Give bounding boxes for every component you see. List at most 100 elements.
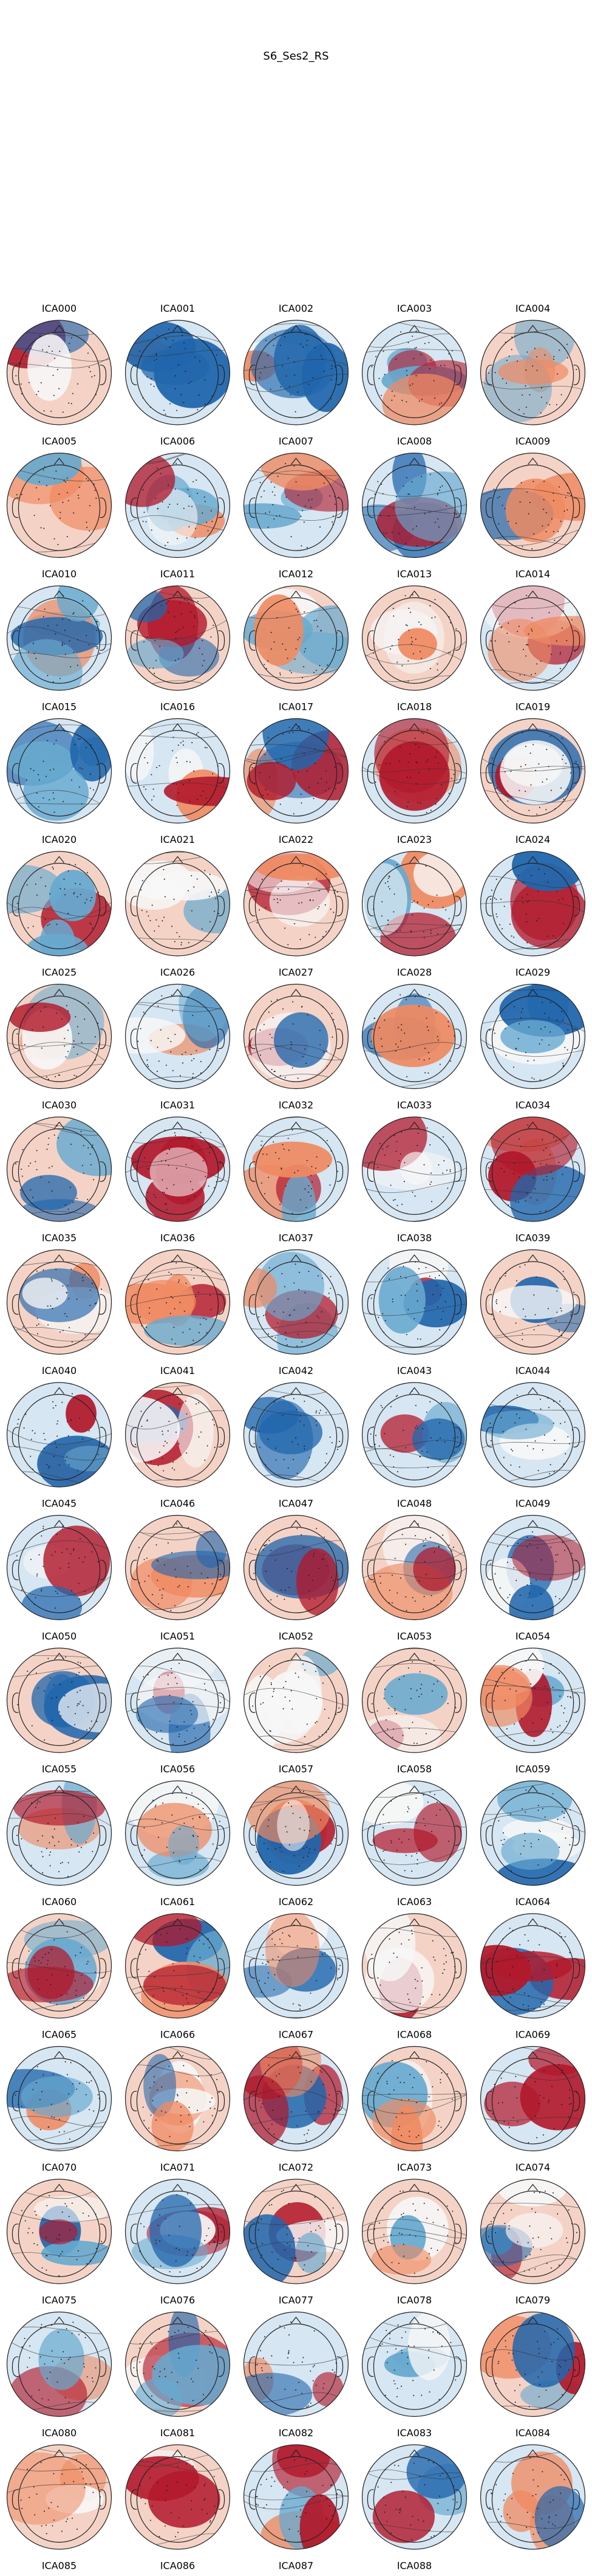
right-ear-marker [100,2489,107,2510]
left-ear-marker [130,630,137,651]
topomap-title: ICA069 [515,2029,550,2041]
skull-outline [491,2456,574,2543]
topomap-title: ICA003 [397,303,432,314]
skull-outline [254,597,338,684]
topomap-ica067: ICA067 [243,2029,349,2152]
right-ear-marker [573,630,580,651]
topomap-ica032: ICA032 [243,1099,349,1222]
right-ear-marker [573,2356,580,2377]
left-ear-marker [248,630,256,651]
nose-marker [528,2051,538,2058]
topomap-field [243,984,349,1089]
left-ear-marker [130,1559,137,1581]
skull-outline [254,1128,338,1215]
left-ear-marker [485,2356,492,2377]
topomap-title: ICA067 [279,2029,313,2041]
nose-marker [291,2183,301,2191]
topomap-title: ICA078 [397,2295,432,2306]
head-outline [124,2444,231,2550]
head-outline [124,2311,231,2417]
skull-outline [254,1925,338,2012]
right-ear-marker [218,763,225,784]
nose-marker [54,989,64,996]
head-outline [480,1116,586,1222]
head-outline [480,983,586,1090]
nose-marker [528,590,538,598]
topomap-field [7,718,112,823]
topomap-title: ICA027 [279,967,313,978]
nose-marker [291,2317,301,2324]
head-outline [124,2045,231,2152]
topomap-title: ICA026 [160,967,195,978]
left-ear-marker [248,2224,256,2244]
skull-outline [18,1792,101,1879]
topomap-ica015: ICA015 [6,701,112,824]
nose-marker [291,1520,301,1527]
topomap-field [480,718,585,823]
topomap-title: ICA062 [279,1896,313,1908]
nose-marker [172,2449,183,2457]
left-ear-marker [12,497,19,518]
right-ear-marker [218,896,225,916]
topomap-field [243,1382,349,1487]
topomap-title: ICA074 [515,2162,550,2173]
right-ear-marker [218,2090,225,2112]
skull-outline [373,1527,456,1613]
topomap-field [243,586,349,690]
nose-marker [291,458,301,465]
nose-marker [172,856,183,864]
right-ear-marker [218,1161,225,1182]
left-ear-marker [367,1559,374,1581]
nose-marker [172,1254,183,1262]
skull-outline [373,2058,456,2145]
topomap-ica054: ICA054 [480,1630,586,1753]
topomap-title: ICA052 [279,1630,313,1642]
head-outline [6,2179,112,2284]
head-outline [243,851,349,957]
topomap-field [480,984,585,1089]
topomap-ica047: ICA047 [243,1498,349,1621]
head-outline [480,1249,586,1355]
head-outline [243,1913,349,2019]
topomap-field [7,1382,112,1487]
topomap-title: ICA042 [279,1365,313,1376]
right-ear-marker [100,1825,107,1846]
right-ear-marker [336,1825,344,1846]
nose-marker [54,1652,64,1660]
topomap-ica041: ICA041 [124,1365,231,1488]
topomap-title: ICA041 [160,1365,195,1376]
topomap-ica024: ICA024 [480,834,586,957]
topomap-field [125,2312,230,2417]
topomap-title: ICA029 [515,967,550,978]
skull-outline [18,730,101,817]
head-outline [243,2045,349,2152]
topomap-ica027: ICA027 [243,967,349,1090]
nose-marker [172,590,183,598]
head-outline [361,585,468,691]
skull-outline [18,1659,101,1747]
left-ear-marker [485,497,492,518]
topomap-field [125,1117,230,1221]
left-ear-marker [12,365,19,385]
head-outline [243,2179,349,2284]
topomap-ica039: ICA039 [480,1232,586,1355]
left-ear-marker [130,763,137,784]
head-outline [124,1382,231,1488]
topomap-field [7,851,112,956]
left-ear-marker [248,1825,256,1846]
nose-marker [291,1785,301,1793]
topomap-ica088: ICA088 [397,2560,432,2572]
nose-marker [172,458,183,465]
topomap-ica016: ICA016 [124,701,231,824]
left-ear-marker [130,2090,137,2112]
left-ear-marker [485,1825,492,1846]
topomap-ica056: ICA056 [124,1764,231,1886]
nose-marker [409,1918,420,1926]
nose-marker [54,856,64,864]
topomap-field [243,453,349,558]
right-ear-marker [455,2489,462,2510]
right-ear-marker [336,2090,344,2112]
topomap-field [243,1914,349,2018]
topomap-field [125,1914,230,2018]
